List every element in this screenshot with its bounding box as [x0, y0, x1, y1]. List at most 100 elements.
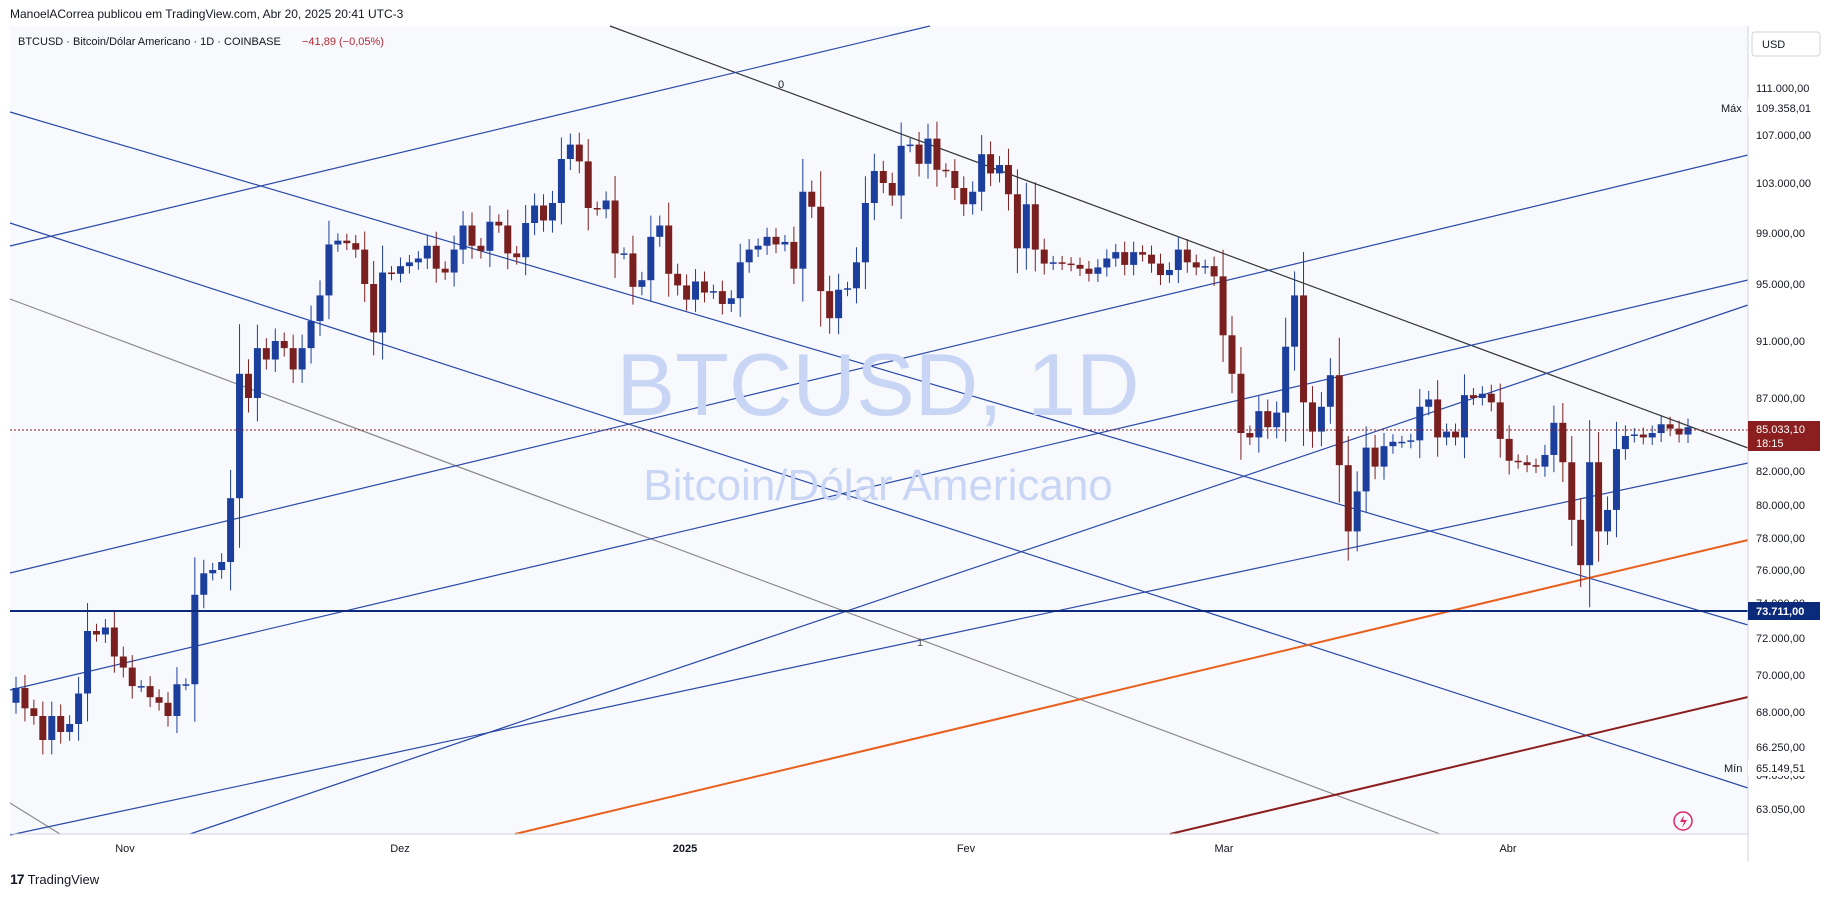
channel-line[interactable] [9, 222, 1749, 789]
candle-body [808, 191, 816, 207]
last-price-badge [1748, 421, 1820, 451]
candle-body [289, 348, 297, 370]
price-tick: 63.050,00 [1756, 804, 1805, 816]
fib-line[interactable] [609, 25, 1749, 449]
candle-body [745, 249, 753, 263]
candle-body [1559, 422, 1567, 463]
candle-body [352, 243, 360, 250]
candle-body [870, 171, 878, 203]
candle-body [1335, 375, 1343, 466]
candle-body [566, 144, 574, 159]
candle-body [1201, 266, 1209, 268]
fib-line[interactable] [9, 802, 61, 835]
candle-body [21, 687, 29, 709]
candle-body [620, 253, 628, 255]
min-label: Mín [1724, 763, 1742, 775]
candle-body [1183, 249, 1191, 263]
candle-body [888, 183, 896, 196]
candle-body [1514, 460, 1522, 463]
candle-body [253, 348, 261, 398]
candle-body [218, 562, 226, 570]
candle-body [39, 716, 47, 740]
price-tick: 68.000,00 [1756, 707, 1805, 719]
channel-line[interactable] [9, 462, 1749, 836]
candle-body [531, 205, 539, 223]
last-price-value: 85.033,10 [1756, 424, 1805, 436]
alert-icon[interactable] [1673, 811, 1693, 831]
candle-body [101, 627, 109, 635]
channel-line[interactable] [9, 279, 1749, 691]
time-axis[interactable]: Nov Dez 2025 Fev Mar Abr [115, 843, 1517, 855]
candle-body [441, 268, 449, 273]
candle-body [1121, 252, 1129, 265]
candle-body [906, 144, 914, 147]
candle-body [262, 348, 270, 360]
channel-line[interactable] [9, 25, 931, 247]
time-tick: Nov [115, 843, 135, 855]
candle-body [727, 298, 735, 304]
candle-body [280, 341, 288, 349]
lightning-icon [1680, 815, 1687, 828]
candle-body [978, 154, 986, 192]
candle-body [450, 249, 458, 273]
candle-body [584, 161, 592, 208]
candle-body [379, 272, 387, 333]
candle-body [325, 244, 333, 296]
time-tick: 2025 [673, 843, 697, 855]
candle-body [1496, 402, 1504, 439]
candle-body [1657, 424, 1665, 434]
candle-body [182, 684, 190, 686]
candle-body [1434, 399, 1442, 438]
price-change: −41,89 (−0,05%) [302, 36, 384, 48]
price-axis[interactable]: 111.000,00 107.000,00 103.000,00 99.000,00 9… [1756, 83, 1811, 816]
candle-body [1505, 438, 1513, 461]
candle-body [781, 241, 789, 245]
time-tick: Mar [1215, 843, 1234, 855]
tradingview-brand: TradingView [27, 871, 100, 887]
darkred-trendline[interactable] [1169, 696, 1749, 835]
price-tick: 70.000,00 [1756, 670, 1805, 682]
channel-line[interactable] [189, 304, 1749, 835]
candle-body [1058, 262, 1066, 264]
candle-body [987, 154, 995, 174]
candle-body [1273, 412, 1281, 428]
candles-layer [12, 121, 1692, 755]
candle-body [396, 266, 404, 274]
price-tick: 107.000,00 [1756, 130, 1811, 142]
candle-body [477, 245, 485, 251]
candle-body [656, 225, 664, 237]
candle-body [915, 144, 923, 164]
candle-body [736, 262, 744, 299]
candle-body [1255, 411, 1263, 438]
candle-body [468, 225, 476, 246]
candle-body [173, 684, 181, 716]
price-tick: 76.000,00 [1756, 565, 1805, 577]
max-value: 109.358,01 [1756, 103, 1811, 115]
currency-button[interactable] [1751, 31, 1821, 57]
candle-body [271, 341, 279, 360]
candle-body [942, 169, 950, 172]
candle-body [1040, 249, 1048, 264]
candle-body [1219, 276, 1227, 336]
tradingview-logo[interactable]: 17 TradingView [10, 871, 99, 887]
candle-body [960, 188, 968, 205]
candle-body [629, 253, 637, 287]
channel-line[interactable] [9, 154, 1749, 574]
candle-body [1165, 269, 1173, 276]
orange-trendline[interactable] [514, 539, 1749, 835]
candle-body [1371, 447, 1379, 467]
channel-line[interactable] [9, 111, 1749, 626]
candle-body [1317, 406, 1325, 432]
fib-label-0: 0 [778, 79, 784, 91]
candle-body [316, 295, 324, 322]
price-tick: 95.000,00 [1756, 279, 1805, 291]
candle-body [1532, 465, 1540, 467]
candle-body [647, 236, 655, 281]
candle-body [1541, 454, 1549, 467]
candle-body [692, 281, 700, 300]
candle-body [826, 291, 834, 319]
trendline-drawings[interactable] [9, 25, 1749, 836]
hline-value-badge [1748, 602, 1820, 620]
candle-body [227, 498, 235, 562]
